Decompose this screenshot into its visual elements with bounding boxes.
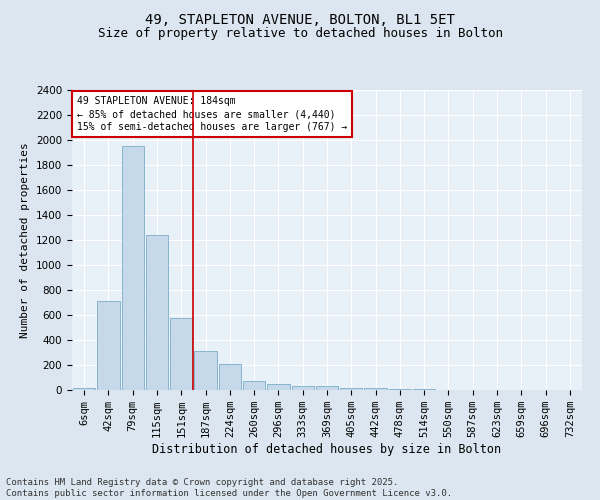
Bar bbox=[267, 384, 290, 390]
Bar bbox=[73, 388, 95, 390]
Bar bbox=[170, 318, 193, 390]
Bar bbox=[316, 386, 338, 390]
Bar bbox=[364, 388, 387, 390]
Bar bbox=[413, 389, 436, 390]
Text: 49 STAPLETON AVENUE: 184sqm
← 85% of detached houses are smaller (4,440)
15% of : 49 STAPLETON AVENUE: 184sqm ← 85% of det… bbox=[77, 96, 347, 132]
X-axis label: Distribution of detached houses by size in Bolton: Distribution of detached houses by size … bbox=[152, 443, 502, 456]
Bar bbox=[97, 301, 119, 390]
Bar bbox=[122, 146, 144, 390]
Bar bbox=[194, 351, 217, 390]
Bar bbox=[389, 389, 411, 390]
Bar bbox=[218, 364, 241, 390]
Text: Size of property relative to detached houses in Bolton: Size of property relative to detached ho… bbox=[97, 28, 503, 40]
Y-axis label: Number of detached properties: Number of detached properties bbox=[20, 142, 31, 338]
Text: Contains HM Land Registry data © Crown copyright and database right 2025.
Contai: Contains HM Land Registry data © Crown c… bbox=[6, 478, 452, 498]
Bar bbox=[146, 235, 168, 390]
Bar bbox=[243, 380, 265, 390]
Bar bbox=[340, 388, 362, 390]
Bar bbox=[292, 386, 314, 390]
Text: 49, STAPLETON AVENUE, BOLTON, BL1 5ET: 49, STAPLETON AVENUE, BOLTON, BL1 5ET bbox=[145, 12, 455, 26]
